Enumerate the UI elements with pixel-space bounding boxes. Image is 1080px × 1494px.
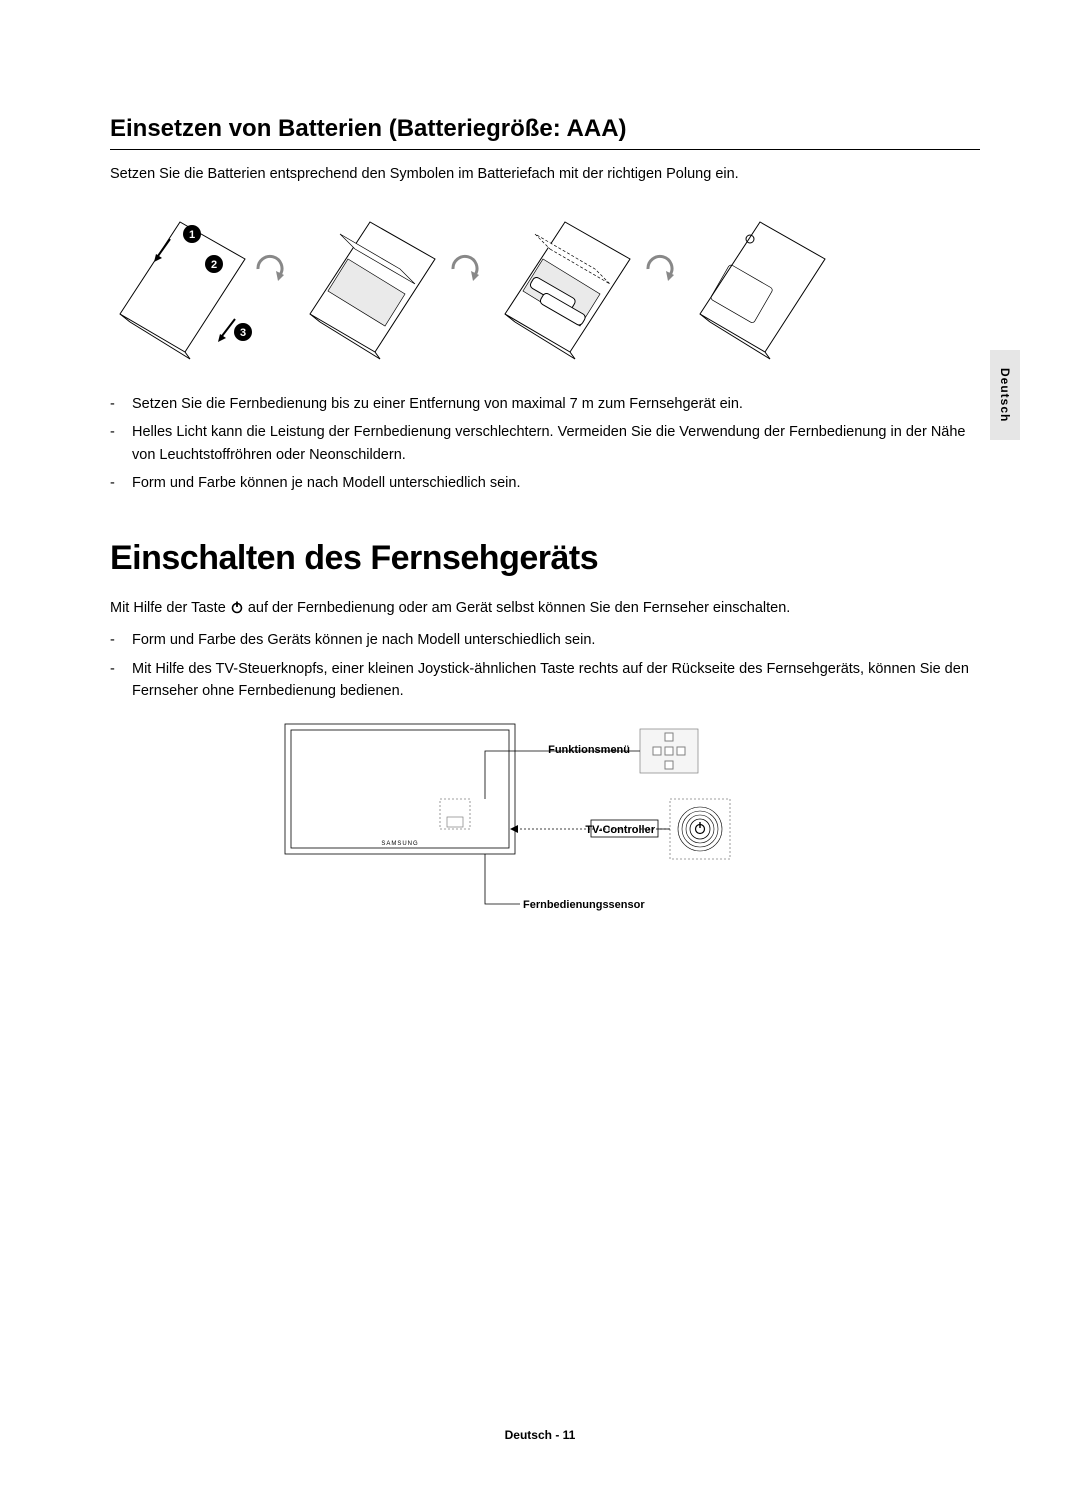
list-item: Setzen Sie die Fernbedienung bis zu eine… (132, 393, 980, 415)
power-intro: Mit Hilfe der Taste auf der Fernbedienun… (110, 598, 980, 620)
label-controller: TV-Controller (585, 824, 655, 836)
list-item: Form und Farbe können je nach Modell unt… (132, 472, 980, 494)
label-menu: Funktionsmenü (548, 744, 630, 756)
label-sensor: Fernbedienungssensor (523, 899, 645, 911)
power-bullets: Form und Farbe des Geräts können je nach… (110, 629, 980, 702)
list-item: Form und Farbe des Geräts können je nach… (132, 629, 980, 651)
battery-bullets: Setzen Sie die Fernbedienung bis zu eine… (110, 393, 980, 495)
list-item: Mit Hilfe des TV-Steuerknopfs, einer kle… (132, 658, 980, 703)
tv-diagram: SAMSUNG Fernbedienungssensor Funktionsme… (275, 719, 815, 929)
svg-text:3: 3 (240, 327, 246, 339)
svg-text:SAMSUNG: SAMSUNG (381, 841, 418, 847)
svg-text:2: 2 (211, 259, 217, 271)
battery-intro: Setzen Sie die Batterien entsprechend de… (110, 164, 980, 186)
section-title-batteries: Einsetzen von Batterien (Batteriegröße: … (110, 115, 980, 150)
battery-install-figure: 1 2 3 (110, 204, 890, 364)
section-title-power: Einschalten des Fernsehgeräts (110, 539, 980, 578)
svg-text:1: 1 (189, 229, 195, 241)
page-footer: Deutsch - 11 (0, 1428, 1080, 1442)
list-item: Helles Licht kann die Leistung der Fernb… (132, 421, 980, 466)
power-icon (230, 600, 244, 614)
language-tab: Deutsch (990, 350, 1020, 440)
